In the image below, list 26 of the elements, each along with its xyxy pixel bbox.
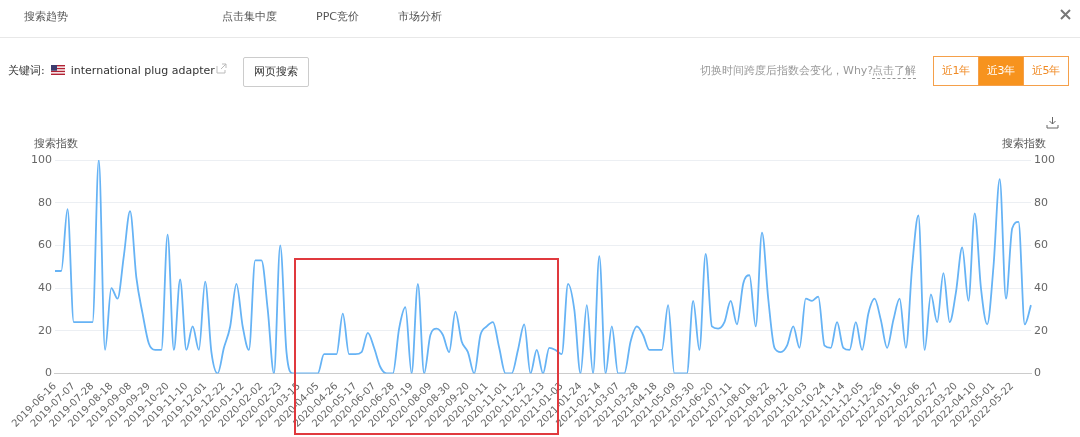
y-axis-title: 搜索指数 bbox=[34, 137, 78, 151]
y-tick-label: 20 bbox=[38, 323, 52, 337]
y2-tick-label: 80 bbox=[1034, 195, 1048, 209]
chart-title: 关键词: international plug adapter bbox=[8, 64, 215, 77]
text: 点击了解 bbox=[872, 63, 916, 79]
y-tick-label: 100 bbox=[31, 152, 52, 166]
y2-tick-label: 20 bbox=[1034, 323, 1048, 337]
y2-tick-label: 100 bbox=[1034, 152, 1055, 166]
text: 市场分析 bbox=[398, 9, 442, 24]
text: PPC竞价 bbox=[316, 9, 359, 24]
y2-axis-title: 搜索指数 bbox=[1002, 137, 1046, 151]
y2-tick-label: 0 bbox=[1034, 366, 1041, 380]
y-tick-label: 40 bbox=[38, 280, 52, 294]
y-tick-label: 80 bbox=[38, 195, 52, 209]
y2-tick-label: 60 bbox=[1034, 238, 1048, 252]
text: 网页搜索 bbox=[243, 57, 309, 87]
y2-tick-label: 40 bbox=[1034, 280, 1048, 294]
y-tick-label: 0 bbox=[45, 366, 52, 380]
text: 搜索趋势 bbox=[24, 9, 68, 24]
y-tick-label: 60 bbox=[38, 238, 52, 252]
line-series bbox=[54, 160, 1032, 374]
text: 近5年 bbox=[1023, 56, 1069, 86]
text: 点击集中度 bbox=[222, 9, 277, 24]
text: 近3年 bbox=[978, 56, 1024, 86]
text: 切换时间跨度后指数会变化，Why? bbox=[700, 63, 874, 78]
text: 近1年 bbox=[933, 56, 979, 86]
